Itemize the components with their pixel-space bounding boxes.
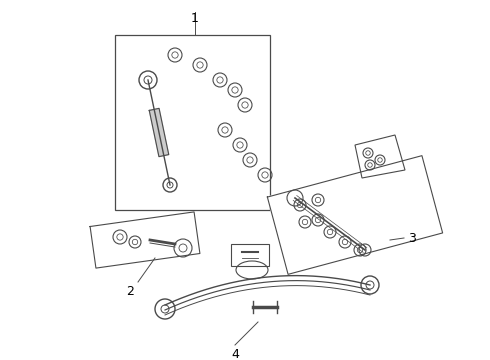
Polygon shape — [90, 212, 200, 268]
Bar — [231, 244, 269, 266]
Text: 1: 1 — [191, 12, 199, 25]
Text: 3: 3 — [408, 231, 416, 244]
Text: 2: 2 — [126, 285, 134, 298]
Polygon shape — [149, 108, 169, 157]
Bar — [115, 35, 270, 210]
Text: 4: 4 — [231, 348, 239, 360]
Polygon shape — [268, 156, 442, 274]
